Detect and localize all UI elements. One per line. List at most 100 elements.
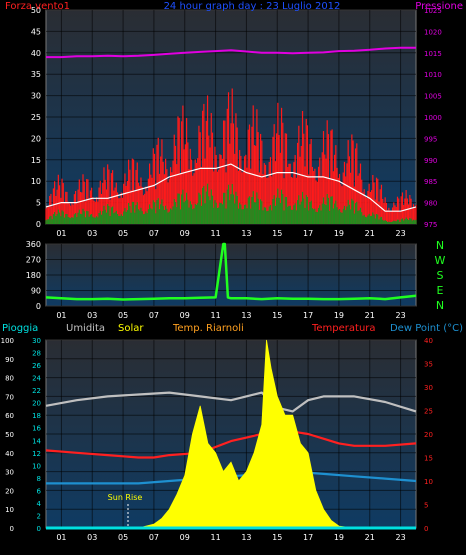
bot-x-tick: 15: [272, 533, 282, 542]
compass-label-south: S: [437, 269, 444, 282]
bot-x-tick: 09: [180, 533, 190, 542]
wind-axis-label: Forza vento1: [5, 1, 70, 12]
rain-y-tick: 18: [32, 412, 41, 420]
top-x-tick: 05: [118, 229, 128, 238]
wind-y-tick: 35: [31, 70, 41, 79]
rain-y-tick: 8: [37, 475, 41, 483]
top-x-tick: 21: [365, 229, 375, 238]
top-x-tick: 07: [149, 229, 159, 238]
legend-solar: Solar: [118, 323, 144, 334]
bot-x-tick: 23: [395, 533, 405, 542]
humidity-y-tick: 30: [5, 469, 14, 477]
pressure-y-tick: 1000: [424, 114, 442, 122]
humidity-y-tick: 10: [5, 506, 14, 514]
pressure-y-tick: 975: [424, 221, 437, 229]
pressure-y-tick: 1005: [424, 93, 442, 101]
temp-y-tick: 0: [424, 525, 428, 533]
humidity-y-tick: 80: [5, 375, 14, 383]
mid-x-tick: 13: [241, 311, 251, 320]
humidity-y-tick: 50: [5, 431, 14, 439]
temp-y-tick: 5: [424, 502, 428, 510]
wind-y-tick: 25: [31, 113, 41, 122]
pressure-y-tick: 995: [424, 135, 437, 143]
temp-y-tick: 40: [424, 337, 433, 345]
mid-x-tick: 19: [334, 311, 344, 320]
mid-x-tick: 03: [87, 311, 97, 320]
temp-y-tick: 25: [424, 408, 433, 416]
temp-y-tick: 30: [424, 384, 433, 392]
pressure-y-tick: 1020: [424, 28, 442, 36]
wind-y-tick: 10: [31, 177, 41, 186]
legend-humidity: Umidita: [66, 323, 105, 334]
direction-y-tick: 270: [26, 256, 41, 265]
mid-x-tick: 07: [149, 311, 159, 320]
direction-y-tick: 0: [36, 302, 41, 311]
bot-x-tick: 21: [365, 533, 375, 542]
rain-y-tick: 20: [32, 400, 41, 408]
tick-labels: 0510152025303540455097598098599099510001…: [1, 6, 442, 542]
mid-x-tick: 15: [272, 311, 282, 320]
humidity-y-tick: 0: [10, 525, 14, 533]
mid-x-tick: 21: [365, 311, 375, 320]
top-x-tick: 13: [241, 229, 251, 238]
pressure-y-tick: 980: [424, 200, 437, 208]
bot-x-tick: 03: [87, 533, 97, 542]
mid-x-tick: 17: [303, 311, 313, 320]
pressure-y-tick: 990: [424, 157, 437, 165]
pressure-axis-label: Pressione: [415, 1, 463, 12]
humidity-y-tick: 90: [5, 356, 14, 364]
humidity-line: [45, 391, 417, 413]
bot-x-tick: 13: [241, 533, 251, 542]
temp-y-tick: 15: [424, 455, 433, 463]
mid-x-tick: 01: [56, 311, 66, 320]
sunrise-annotation: Sun Rise: [108, 493, 143, 502]
bot-x-tick: 11: [210, 533, 220, 542]
wind-y-tick: 5: [36, 199, 41, 208]
bot-x-tick: 05: [118, 533, 128, 542]
rain-y-tick: 0: [37, 525, 41, 533]
rain-y-tick: 16: [32, 425, 41, 433]
rain-y-tick: 12: [32, 450, 41, 458]
rain-y-tick: 10: [32, 462, 41, 470]
bot-x-tick: 01: [56, 533, 66, 542]
pressure-y-tick: 985: [424, 178, 437, 186]
temp-y-tick: 20: [424, 431, 433, 439]
legend-rain: Pioggia: [2, 323, 38, 334]
wind-y-tick: 20: [31, 134, 41, 143]
rain-y-tick: 30: [32, 337, 41, 345]
wind-y-tick: 40: [31, 49, 41, 58]
compass-label-north: N: [436, 239, 444, 252]
direction-y-tick: 90: [31, 287, 41, 296]
bot-x-tick: 17: [303, 533, 313, 542]
wind-y-tick: 45: [31, 27, 41, 36]
wind-y-tick: 0: [36, 220, 41, 229]
rain-y-tick: 2: [37, 512, 41, 520]
rain-y-tick: 26: [32, 362, 41, 370]
top-x-tick: 03: [87, 229, 97, 238]
top-x-tick: 15: [272, 229, 282, 238]
pressure-y-tick: 1015: [424, 50, 442, 58]
humidity-y-tick: 100: [1, 337, 14, 345]
compass-label-east: E: [437, 284, 444, 297]
humidity-y-tick: 20: [5, 487, 14, 495]
direction-line: [45, 242, 417, 301]
wind-y-tick: 15: [31, 156, 41, 165]
mid-x-tick: 05: [118, 311, 128, 320]
humidity-y-tick: 70: [5, 393, 14, 401]
legend-temp-riarnoli: Temp. Riarnoli: [172, 323, 244, 334]
solar-area: [46, 339, 416, 529]
top-x-tick: 11: [210, 229, 220, 238]
mid-x-tick: 11: [210, 311, 220, 320]
rain-y-tick: 28: [32, 350, 41, 358]
bot-x-tick: 07: [149, 533, 159, 542]
rain-y-tick: 14: [32, 437, 41, 445]
top-x-tick: 23: [395, 229, 405, 238]
humidity-y-tick: 60: [5, 412, 14, 420]
rain-y-tick: 24: [32, 375, 41, 383]
temp-y-tick: 35: [424, 361, 433, 369]
rain-y-tick: 22: [32, 387, 41, 395]
wind-y-tick: 30: [31, 92, 41, 101]
bot-x-tick: 19: [334, 533, 344, 542]
